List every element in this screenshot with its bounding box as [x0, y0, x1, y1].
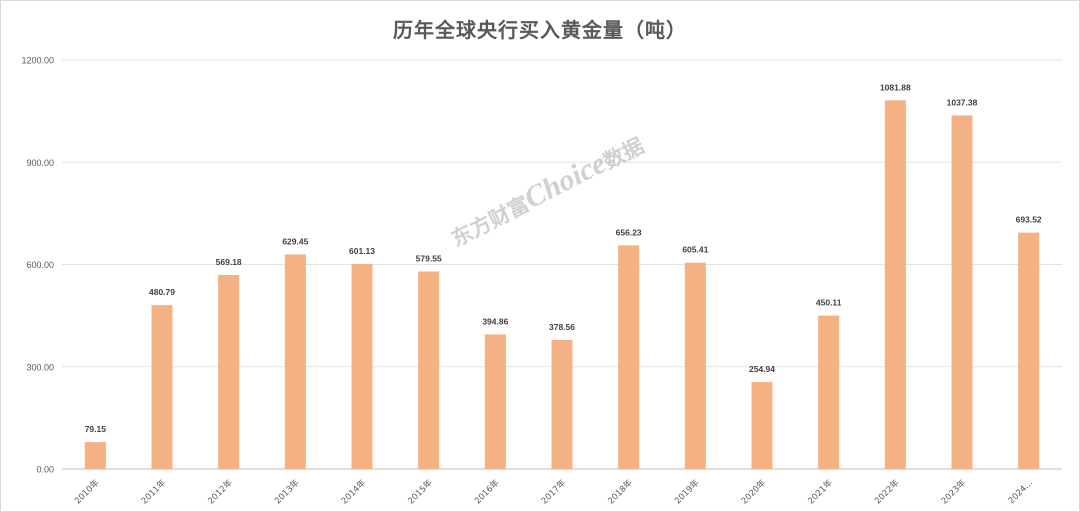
bar [84, 442, 106, 469]
data-label: 1037.38 [947, 97, 978, 107]
bar [284, 254, 306, 469]
data-label: 1081.88 [880, 82, 911, 92]
x-tick-label: 2018年 [606, 477, 635, 506]
x-tick-label: 2016年 [472, 477, 501, 506]
y-tick-label: 900.00 [26, 158, 54, 168]
bar [1018, 232, 1040, 469]
data-label: 629.45 [282, 236, 308, 246]
x-tick-label: 2017年 [539, 477, 568, 506]
x-tick-label: 2014年 [339, 477, 368, 506]
data-label: 254.94 [749, 364, 775, 374]
data-label: 79.15 [85, 424, 107, 434]
bar [418, 271, 440, 469]
bar [218, 275, 240, 469]
y-tick-label: 300.00 [26, 362, 54, 372]
bar [551, 339, 573, 469]
y-tick-label: 1200.00 [21, 56, 54, 66]
x-tick-label: 2023年 [939, 477, 968, 506]
data-label: 693.52 [1016, 215, 1042, 225]
data-label: 579.55 [416, 253, 442, 263]
bar [351, 264, 373, 469]
bar [951, 115, 973, 469]
x-tick-label: 2012年 [206, 477, 235, 506]
data-label: 601.13 [349, 246, 375, 256]
data-label: 480.79 [149, 287, 175, 297]
bar [884, 100, 906, 470]
x-tick-label: 2011年 [139, 477, 168, 506]
bar [818, 315, 840, 469]
bar [751, 382, 773, 469]
data-label: 656.23 [616, 227, 642, 237]
x-tick-label: 2013年 [272, 477, 301, 506]
bar [684, 262, 706, 469]
x-tick-label: 2015年 [406, 477, 435, 506]
bar [484, 334, 506, 469]
x-tick-label: 2019年 [672, 477, 701, 506]
data-label: 394.86 [482, 316, 508, 326]
x-tick-label: 2021年 [806, 477, 835, 506]
data-label: 605.41 [682, 245, 708, 255]
y-tick-label: 0.00 [36, 465, 54, 475]
x-tick-label: 2010年 [72, 477, 101, 506]
data-label: 569.18 [216, 257, 242, 267]
chart-title: 历年全球央行买入黄金量（吨） [393, 18, 687, 42]
bar [151, 305, 173, 469]
x-tick-label: 2024... [1007, 478, 1035, 506]
bar [618, 245, 640, 469]
data-label: 378.56 [549, 322, 575, 332]
x-tick-label: 2020年 [739, 477, 768, 506]
x-tick-label: 2022年 [872, 477, 901, 506]
data-label: 450.11 [816, 298, 842, 308]
y-tick-label: 600.00 [26, 260, 54, 270]
